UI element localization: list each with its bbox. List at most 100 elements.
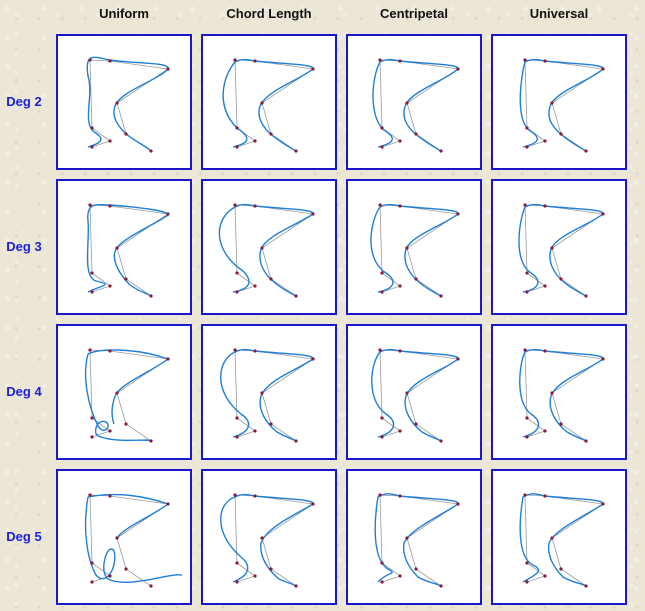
curve-plot: [519, 58, 605, 153]
control-point: [90, 435, 94, 439]
control-point: [601, 357, 605, 361]
control-point: [115, 246, 119, 250]
control-point: [90, 561, 94, 565]
control-point: [233, 493, 237, 497]
control-point: [543, 59, 547, 63]
control-point: [115, 101, 119, 105]
control-point: [398, 429, 402, 433]
curve-panel-deg-5-chord-length: [201, 469, 337, 605]
control-point: [108, 139, 112, 143]
control-point: [398, 139, 402, 143]
control-point: [149, 294, 153, 298]
control-point: [90, 271, 94, 275]
control-point: [269, 132, 273, 136]
control-point: [456, 212, 460, 216]
control-point: [90, 126, 94, 130]
control-point: [378, 58, 382, 62]
control-point: [543, 204, 547, 208]
control-point: [523, 203, 527, 207]
curve-panel-deg-4-chord-length: [201, 324, 337, 460]
control-point: [235, 561, 239, 565]
curve-plot: [371, 348, 460, 443]
control-point: [88, 58, 92, 62]
control-point: [398, 349, 402, 353]
control-point: [149, 149, 153, 153]
control-point: [456, 357, 460, 361]
column-header-chord-length: Chord Length: [226, 6, 312, 21]
control-point: [380, 435, 384, 439]
control-point: [235, 580, 239, 584]
control-point: [439, 439, 443, 443]
control-point: [523, 58, 527, 62]
control-point: [294, 294, 298, 298]
control-point: [456, 67, 460, 71]
control-point: [253, 574, 257, 578]
curve-panel-deg-2-centripetal: [346, 34, 482, 170]
control-point: [525, 145, 529, 149]
curve-plot: [218, 203, 315, 298]
control-point: [559, 567, 563, 571]
control-point: [601, 67, 605, 71]
column-header-centripetal: Centripetal: [380, 6, 448, 21]
curve-plot: [220, 348, 315, 443]
control-point: [525, 561, 529, 565]
row-header-deg-3: Deg 3: [6, 239, 42, 254]
control-point: [414, 277, 418, 281]
curve-plot: [519, 493, 605, 588]
curve-plot: [222, 58, 315, 153]
control-point: [269, 567, 273, 571]
control-point: [405, 391, 409, 395]
control-point: [253, 349, 257, 353]
control-point: [414, 567, 418, 571]
control-point: [149, 584, 153, 588]
control-point: [559, 277, 563, 281]
control-point: [380, 145, 384, 149]
curve-plot: [84, 348, 170, 443]
control-point: [543, 429, 547, 433]
control-point: [149, 439, 153, 443]
control-point: [439, 149, 443, 153]
control-point: [525, 580, 529, 584]
spline-curve: [220, 493, 314, 587]
column-header-uniform: Uniform: [99, 6, 149, 21]
control-point: [253, 204, 257, 208]
control-point: [124, 422, 128, 426]
control-point: [90, 416, 94, 420]
control-point: [253, 284, 257, 288]
control-point: [166, 357, 170, 361]
control-point: [405, 536, 409, 540]
control-point: [584, 149, 588, 153]
control-point: [439, 584, 443, 588]
curve-panel-deg-2-universal: [491, 34, 627, 170]
control-point: [543, 284, 547, 288]
control-point: [414, 132, 418, 136]
control-point: [235, 435, 239, 439]
control-point: [253, 494, 257, 498]
control-point: [108, 494, 112, 498]
control-point: [398, 204, 402, 208]
curve-panel-deg-5-uniform: [56, 469, 192, 605]
control-point: [260, 391, 264, 395]
spline-curve: [370, 203, 459, 297]
control-polygon: [379, 349, 460, 442]
control-point: [584, 294, 588, 298]
control-polygon: [89, 494, 170, 587]
control-point: [439, 294, 443, 298]
row-header-deg-2: Deg 2: [6, 94, 42, 109]
control-point: [90, 145, 94, 149]
control-point: [543, 574, 547, 578]
curve-plot: [220, 493, 315, 588]
spline-curve: [518, 203, 604, 297]
control-point: [523, 348, 527, 352]
control-polygon: [89, 349, 170, 442]
control-point: [405, 246, 409, 250]
spline-curve: [519, 493, 604, 587]
curve-panel-deg-3-universal: [491, 179, 627, 315]
spline-curve: [519, 58, 604, 152]
control-point: [108, 574, 112, 578]
spline-curve: [374, 493, 459, 587]
control-point: [311, 357, 315, 361]
control-point: [294, 439, 298, 443]
control-point: [525, 271, 529, 275]
control-point: [525, 126, 529, 130]
